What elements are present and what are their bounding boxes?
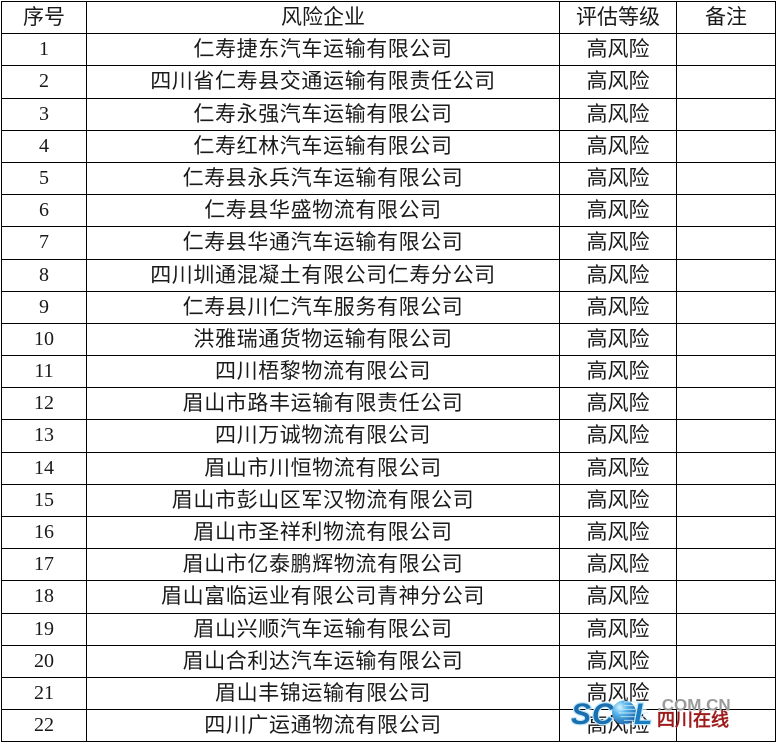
- svg-text:C: C: [592, 698, 615, 729]
- svg-text:L: L: [634, 698, 652, 729]
- svg-text:S: S: [571, 698, 591, 729]
- svg-text:四川在线: 四川在线: [657, 709, 729, 729]
